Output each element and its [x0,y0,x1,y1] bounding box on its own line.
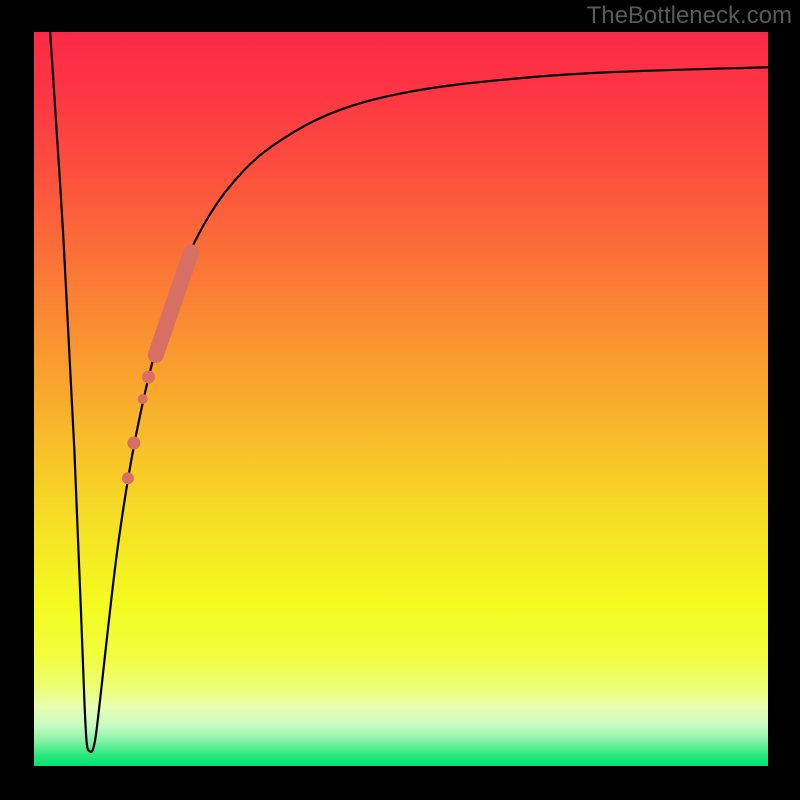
watermark-text: TheBottleneck.com [587,2,792,30]
plot-area [34,32,768,766]
highlight-dot [127,437,140,450]
highlight-dot [138,394,148,404]
highlight-segment [156,252,191,355]
highlight-dot [142,370,155,383]
bottleneck-curve [50,32,768,752]
curve-layer [34,32,768,766]
highlight-dot [122,472,134,484]
figure-frame: TheBottleneck.com [0,0,800,800]
